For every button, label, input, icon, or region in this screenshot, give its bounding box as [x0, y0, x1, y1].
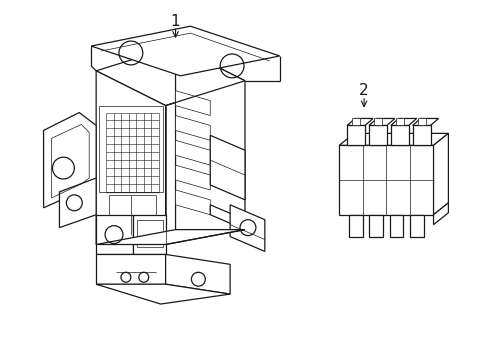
Polygon shape [409, 215, 423, 237]
Polygon shape [417, 118, 425, 125]
Polygon shape [43, 113, 96, 208]
Polygon shape [368, 125, 386, 145]
Polygon shape [106, 113, 158, 192]
Polygon shape [175, 91, 210, 116]
Polygon shape [339, 145, 433, 215]
Polygon shape [133, 215, 165, 255]
Polygon shape [165, 255, 230, 294]
Polygon shape [433, 133, 447, 215]
Polygon shape [348, 215, 362, 237]
Polygon shape [210, 135, 244, 200]
Polygon shape [373, 118, 381, 125]
Polygon shape [99, 105, 163, 192]
Polygon shape [96, 46, 244, 105]
Polygon shape [210, 205, 244, 230]
Polygon shape [368, 118, 394, 125]
Text: 1: 1 [170, 14, 180, 29]
Polygon shape [109, 195, 155, 235]
Polygon shape [412, 125, 429, 145]
Polygon shape [91, 26, 279, 76]
Polygon shape [175, 46, 244, 230]
Polygon shape [346, 125, 365, 145]
Polygon shape [351, 118, 359, 125]
Polygon shape [175, 165, 210, 190]
Polygon shape [96, 215, 133, 255]
Polygon shape [137, 220, 163, 247]
Polygon shape [96, 71, 165, 244]
Polygon shape [368, 215, 383, 237]
Polygon shape [175, 116, 210, 140]
Polygon shape [230, 205, 264, 251]
Polygon shape [433, 203, 447, 225]
Polygon shape [395, 118, 403, 125]
Polygon shape [339, 133, 447, 145]
Polygon shape [390, 118, 416, 125]
Polygon shape [96, 230, 244, 244]
Polygon shape [175, 140, 210, 165]
Polygon shape [346, 118, 372, 125]
Polygon shape [412, 118, 438, 125]
Polygon shape [175, 190, 210, 215]
Polygon shape [96, 284, 230, 304]
Polygon shape [96, 255, 165, 284]
Polygon shape [389, 215, 403, 237]
Polygon shape [60, 178, 96, 228]
Polygon shape [390, 125, 408, 145]
Text: 2: 2 [359, 83, 368, 98]
